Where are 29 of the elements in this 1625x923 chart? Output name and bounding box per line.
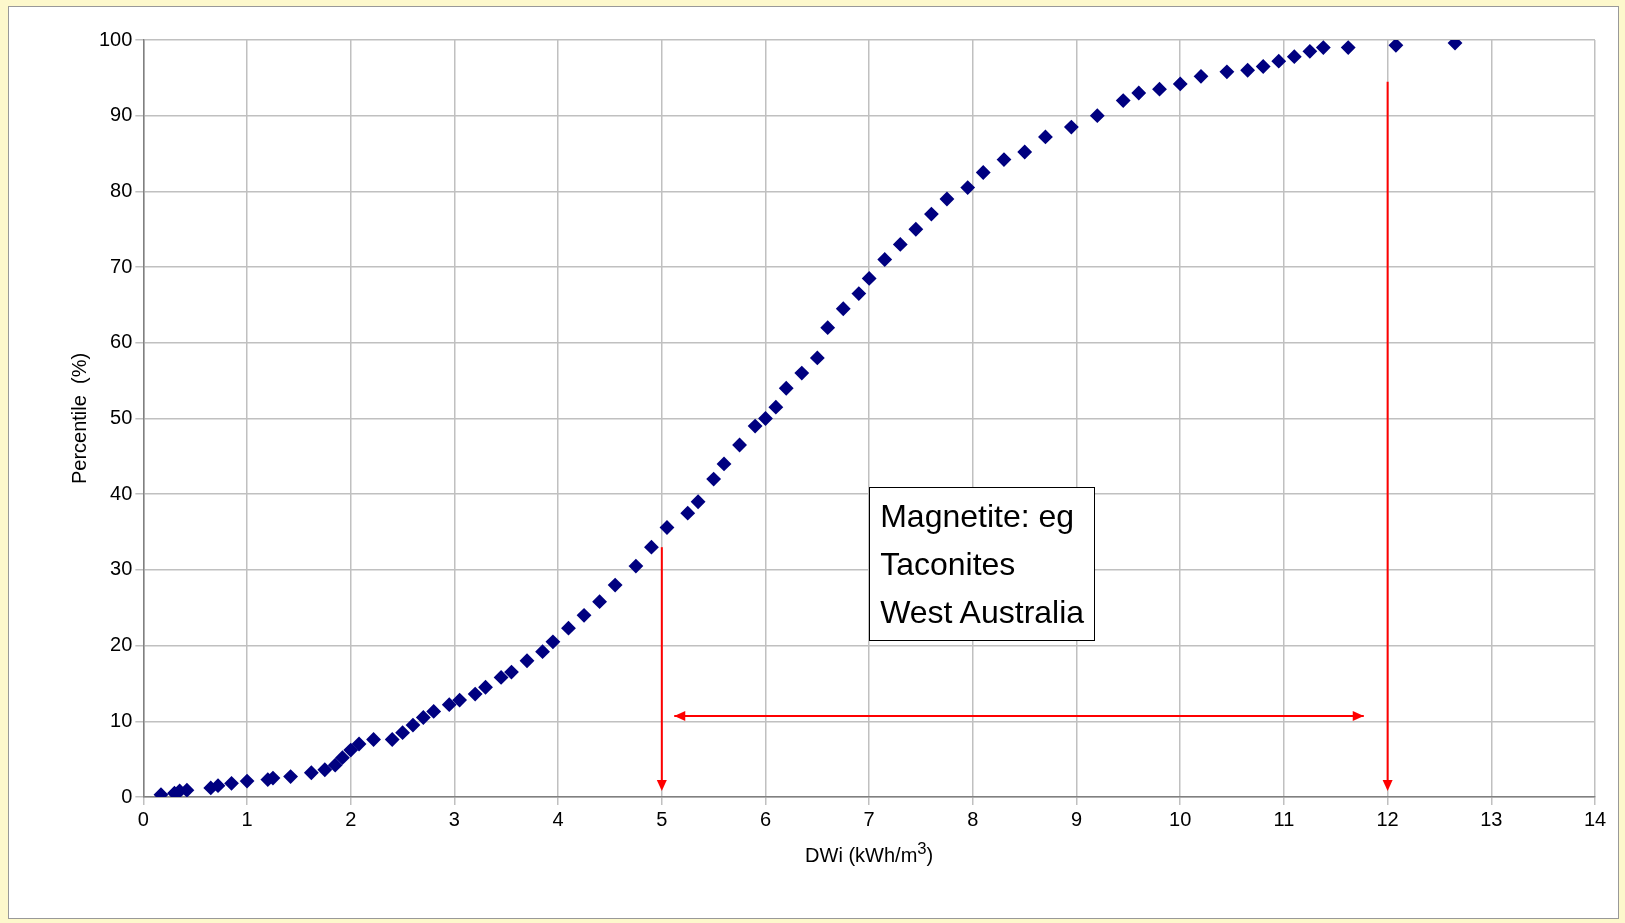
x-tick-label: 13 — [1480, 807, 1503, 830]
x-tick-label: 10 — [1169, 807, 1192, 830]
x-tick-label: 7 — [863, 807, 875, 830]
y-tick-label: 100 — [98, 27, 133, 50]
x-tick-label: 14 — [1583, 807, 1607, 830]
y-tick-label: 80 — [110, 178, 133, 201]
y-tick-label: 20 — [110, 633, 133, 656]
y-tick-label: 90 — [110, 103, 133, 126]
y-axis-title: Percentile (%) — [67, 352, 90, 485]
x-tick-label: 0 — [137, 807, 149, 830]
x-tick-label: 5 — [656, 807, 668, 830]
y-tick-label: 0 — [121, 784, 133, 807]
x-tick-label: 12 — [1376, 807, 1399, 830]
x-tick-label: 9 — [1071, 807, 1083, 830]
x-tick-label: 8 — [967, 807, 979, 830]
y-tick-label: 40 — [110, 481, 133, 504]
x-tick-label: 1 — [241, 807, 253, 830]
annotation: Magnetite: eg Taconites West Australia — [869, 486, 1096, 641]
x-tick-label: 2 — [345, 807, 357, 830]
y-tick-label: 10 — [110, 708, 133, 731]
x-axis-title: DWi (kWh/m$^{3}$) — [805, 839, 934, 867]
x-tick-label: 6 — [759, 807, 772, 830]
x-tick-label: 3 — [448, 807, 460, 830]
x-tick-label: 4 — [552, 807, 564, 830]
y-tick-label: 60 — [110, 330, 133, 353]
y-tick-label: 50 — [110, 406, 133, 429]
y-tick-label: 30 — [110, 557, 133, 580]
x-tick-label: 11 — [1273, 807, 1295, 830]
y-tick-label: 70 — [110, 254, 133, 277]
